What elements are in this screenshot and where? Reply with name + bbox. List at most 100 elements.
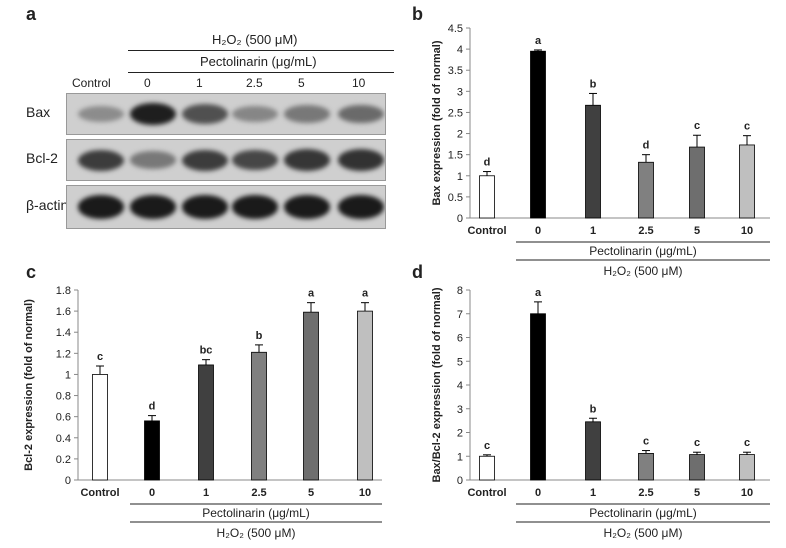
y-tick-label: 3.5: [448, 65, 463, 77]
panel-b-letter: b: [412, 4, 423, 24]
bar: [638, 161, 654, 219]
panel-d-letter: d: [412, 262, 423, 282]
significance-label: a: [362, 288, 369, 300]
category-label: 2.5: [251, 487, 266, 499]
bar: [357, 310, 373, 481]
category-label: 10: [359, 487, 371, 499]
bar: [530, 50, 546, 219]
treatment-label: H₂O₂ (500 μM): [604, 264, 683, 278]
wb-compound-label: Pectolinarin (μg/mL): [200, 54, 317, 69]
significance-label: c: [744, 437, 750, 449]
panel-c-letter: c: [26, 262, 37, 282]
wb-blot-strip: [66, 139, 386, 181]
wb-blot-strip: [66, 93, 386, 135]
y-tick-label: 2: [457, 129, 463, 141]
wb-lane-label: 2.5: [246, 76, 263, 90]
significance-label: a: [535, 287, 542, 299]
bar: [144, 420, 160, 481]
category-label: 1: [590, 487, 596, 499]
significance-label: b: [256, 330, 263, 342]
y-tick-label: 1.5: [448, 150, 463, 162]
significance-label: a: [535, 35, 542, 47]
wb-lane-label: 10: [352, 76, 366, 90]
bar: [198, 364, 214, 481]
y-tick-label: 0: [457, 475, 463, 487]
category-label: Control: [80, 487, 119, 499]
y-tick-label: 5: [457, 356, 463, 368]
wb-lane-label: 5: [298, 76, 305, 90]
wb-band: [78, 195, 124, 219]
treatment-label: H₂O₂ (500 μM): [217, 526, 296, 540]
group-label: Pectolinarin (μg/mL): [589, 244, 697, 258]
category-label: Control: [467, 487, 506, 499]
bar: [92, 374, 108, 481]
bar: [479, 175, 495, 219]
significance-label: b: [590, 403, 597, 415]
wb-band: [232, 195, 278, 219]
group-label: Pectolinarin (μg/mL): [589, 506, 697, 520]
wb-lane-label: Control: [72, 76, 111, 90]
group-label: Pectolinarin (μg/mL): [202, 506, 310, 520]
bar: [251, 351, 267, 481]
y-tick-label: 0: [65, 475, 71, 487]
category-label: 0: [535, 487, 541, 499]
wb-band: [338, 104, 384, 124]
category-label: 1: [590, 225, 596, 237]
wb-treatment-label: H₂O₂ (500 μM): [212, 32, 298, 47]
wb-band: [130, 151, 176, 169]
wb-band: [78, 149, 124, 171]
bar: [739, 454, 755, 481]
significance-label: d: [484, 157, 491, 169]
wb-row-label: β-actin: [26, 197, 69, 213]
y-tick-label: 3: [457, 86, 463, 98]
y-tick-label: 2: [457, 428, 463, 440]
bar: [689, 146, 705, 219]
wb-band: [338, 149, 384, 171]
y-tick-label: 4: [457, 44, 463, 56]
wb-band: [130, 102, 176, 126]
treatment-label: H₂O₂ (500 μM): [604, 526, 683, 540]
significance-label: c: [97, 351, 103, 363]
y-tick-label: 0: [457, 213, 463, 225]
y-tick-label: 8: [457, 285, 463, 297]
significance-label: bc: [200, 345, 213, 357]
y-axis-label: Bcl-2 expression (fold of normal): [23, 299, 35, 471]
bar: [530, 313, 546, 481]
bar: [739, 144, 755, 219]
category-label: 0: [149, 487, 155, 499]
category-label: 0: [535, 225, 541, 237]
significance-label: a: [308, 288, 315, 300]
y-tick-label: 4.5: [448, 23, 463, 35]
wb-band: [284, 195, 330, 219]
wb-band: [284, 105, 330, 123]
y-tick-label: 3: [457, 404, 463, 416]
y-tick-label: 0.5: [448, 192, 463, 204]
significance-label: c: [694, 437, 700, 449]
category-label: 10: [741, 225, 753, 237]
y-tick-label: 6: [457, 333, 463, 345]
y-tick-label: 0.2: [56, 454, 71, 466]
wb-band: [232, 105, 278, 123]
bar: [638, 452, 654, 481]
y-tick-label: 1: [457, 451, 463, 463]
y-tick-label: 0.6: [56, 412, 71, 424]
y-tick-label: 1.4: [56, 327, 71, 339]
significance-label: b: [590, 78, 597, 90]
wb-band: [182, 195, 228, 219]
wb-band: [232, 149, 278, 171]
bar: [585, 421, 601, 481]
wb-treatment-line: [128, 50, 394, 51]
wb-compound-line: [128, 72, 394, 73]
y-tick-label: 1: [65, 369, 71, 381]
wb-band: [182, 104, 228, 124]
wb-band: [284, 149, 330, 171]
y-tick-label: 7: [457, 309, 463, 321]
y-tick-label: 1: [457, 171, 463, 183]
significance-label: c: [694, 120, 700, 132]
wb-blot-strip: [66, 185, 386, 229]
y-axis-label: Bax/Bcl-2 expression (fold of normal): [431, 287, 443, 482]
wb-band: [338, 195, 384, 219]
wb-band: [78, 105, 124, 123]
wb-lane-label: 0: [144, 76, 151, 90]
